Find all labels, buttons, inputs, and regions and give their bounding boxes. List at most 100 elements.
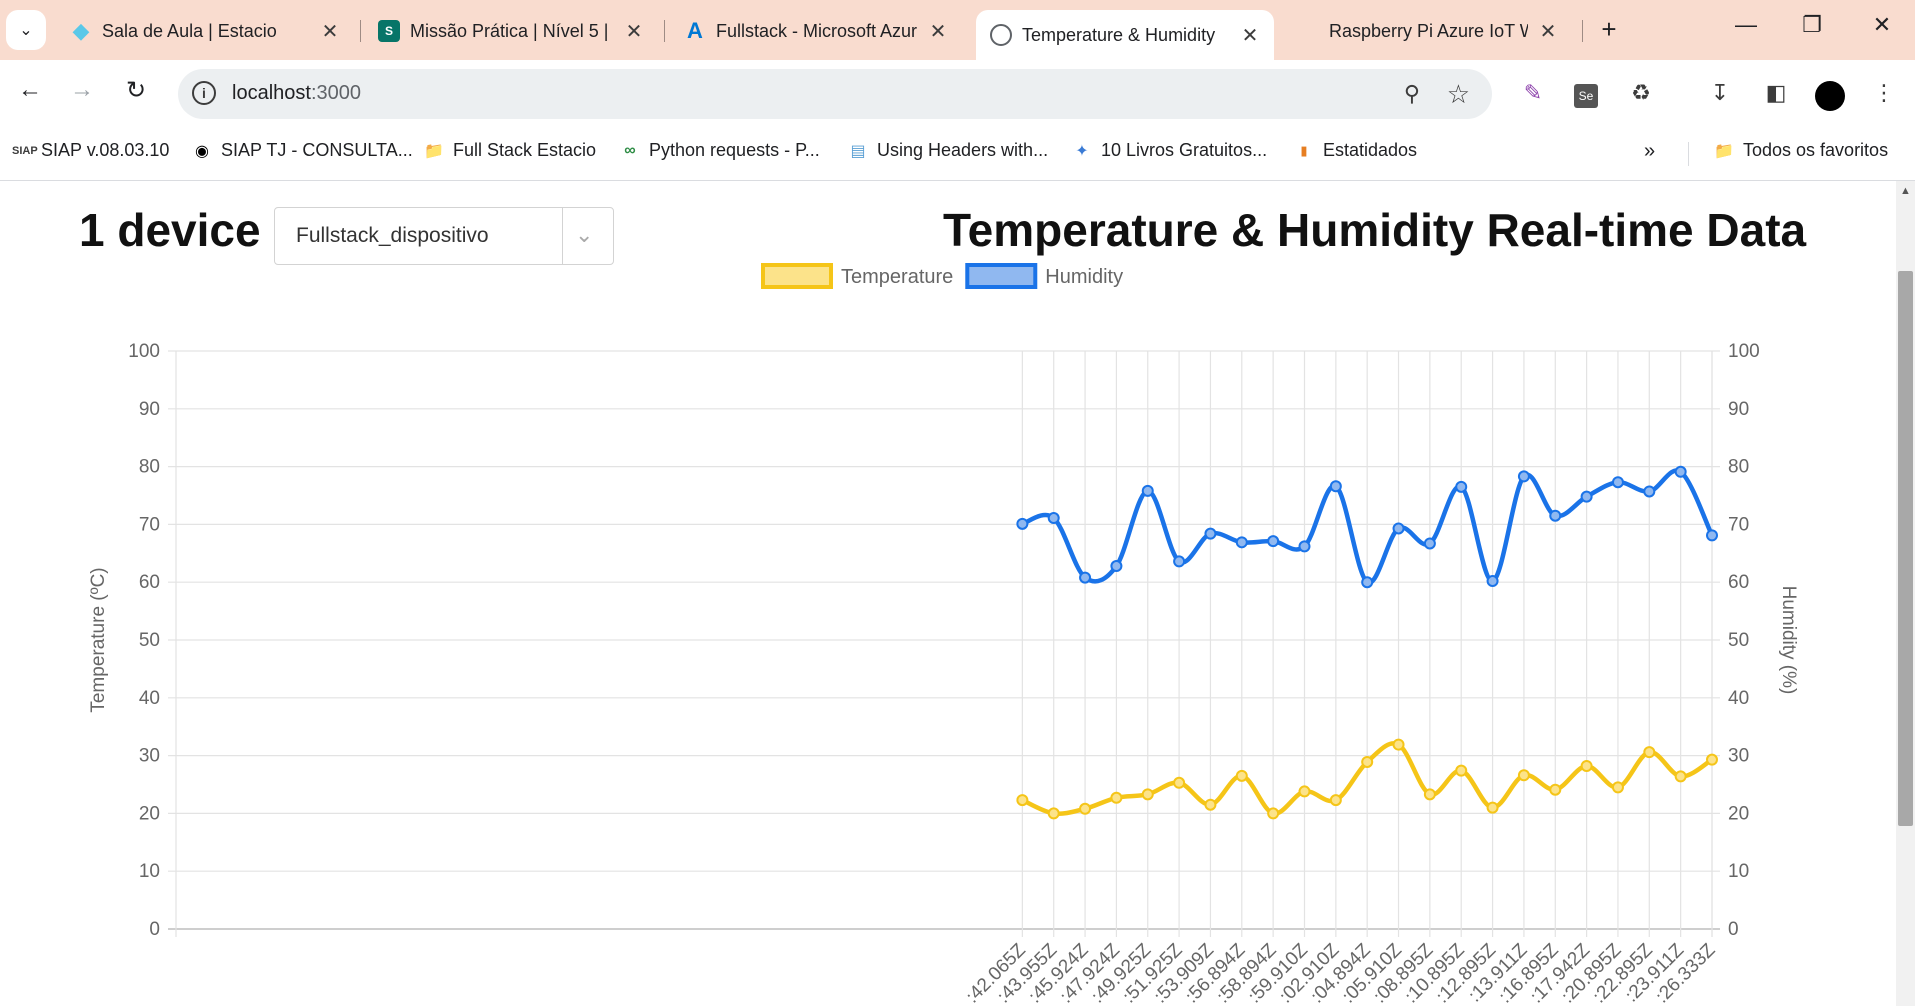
- data-point-temperature: [1549, 783, 1562, 796]
- bookmark-using-headers[interactable]: ▤ Using Headers with...: [848, 140, 1048, 161]
- data-point-temperature: [1110, 791, 1123, 804]
- tab-temperature-humidity[interactable]: Temperature & Humidity ✕: [976, 10, 1274, 60]
- download-icon[interactable]: ↧: [1710, 80, 1730, 105]
- scroll-up-icon[interactable]: ▲: [1900, 185, 1911, 197]
- tab-separator: [664, 20, 665, 42]
- data-point-humidity: [1047, 512, 1060, 525]
- data-point-temperature: [1235, 769, 1248, 782]
- tab-missao-pratica[interactable]: S Missão Prática | Nível 5 | ✕: [364, 10, 658, 52]
- bookmarks-bar: SIAP SIAP v.08.03.10 ◉ SIAP TJ - CONSULT…: [0, 128, 1915, 181]
- scrollbar-thumb[interactable]: [1898, 271, 1913, 826]
- profile-avatar[interactable]: [1815, 81, 1845, 111]
- page-title: Temperature & Humidity Real-time Data: [943, 204, 1807, 256]
- legend-label-humidity: Humidity: [1045, 266, 1123, 288]
- close-icon[interactable]: ✕: [1241, 24, 1259, 47]
- tab-sala-de-aula[interactable]: ◆ Sala de Aula | Estacio ✕: [56, 10, 354, 52]
- y-tick-left: 0: [149, 919, 160, 940]
- tab-title: Raspberry Pi Azure IoT W: [1329, 20, 1528, 41]
- y-tick-left: 80: [139, 457, 160, 478]
- y-tick-left: 60: [139, 572, 160, 593]
- close-icon[interactable]: ✕: [929, 20, 947, 43]
- data-point-humidity: [1580, 490, 1593, 503]
- bookmark-label: Todos os favoritos: [1743, 140, 1889, 160]
- data-point-humidity: [1455, 480, 1468, 493]
- close-icon[interactable]: ✕: [321, 20, 339, 43]
- tab-raspberry-pi[interactable]: Raspberry Pi Azure IoT W ✕: [1282, 10, 1572, 52]
- y-tick-right: 0: [1728, 919, 1739, 940]
- azure-icon: A: [687, 18, 703, 43]
- menu-kebab-icon[interactable]: ⋮: [1873, 80, 1895, 105]
- bookmark-python-requests[interactable]: ∞ Python requests - P...: [620, 140, 820, 161]
- select-divider: [562, 208, 563, 264]
- bookmark-10-livros[interactable]: ✦ 10 Livros Gratuitos...: [1072, 140, 1267, 161]
- data-point-humidity: [1706, 529, 1718, 542]
- minimize-icon[interactable]: —: [1735, 12, 1757, 37]
- pen-extension-icon[interactable]: ✎: [1523, 80, 1543, 105]
- y-axis-title-right: Humidity (%): [1778, 586, 1799, 695]
- back-icon[interactable]: ←: [18, 76, 42, 103]
- close-icon[interactable]: ✕: [625, 20, 643, 43]
- close-icon[interactable]: ✕: [1539, 20, 1557, 43]
- restore-icon[interactable]: ❐: [1802, 12, 1822, 37]
- site-info-icon[interactable]: i: [192, 81, 216, 105]
- reload-icon[interactable]: ↻: [125, 77, 147, 104]
- data-point-temperature: [1361, 755, 1374, 768]
- bookmark-estatidados[interactable]: ▮ Estatidados: [1294, 140, 1417, 161]
- more-bookmarks-icon[interactable]: »: [1644, 140, 1656, 162]
- data-point-temperature: [1047, 807, 1060, 820]
- bookmark-star-icon[interactable]: ☆: [1446, 79, 1470, 109]
- selenium-extension-icon[interactable]: Se: [1570, 80, 1602, 108]
- y-tick-right: 100: [1728, 341, 1760, 362]
- tab-search-icon[interactable]: ⌄: [6, 10, 46, 50]
- y-tick-right: 80: [1728, 457, 1749, 478]
- chevron-down-icon[interactable]: ⌄: [575, 222, 594, 247]
- data-point-temperature: [1643, 746, 1656, 759]
- tab-strip: ⌄ ◆ Sala de Aula | Estacio ✕ S Missão Pr…: [0, 0, 1915, 60]
- data-point-humidity: [1204, 527, 1217, 540]
- forward-icon[interactable]: →: [70, 76, 94, 103]
- tab-separator: [1582, 20, 1583, 42]
- data-point-temperature: [1517, 769, 1530, 782]
- folder-icon: 📁: [424, 142, 444, 160]
- bookmark-label: Python requests - P...: [649, 140, 820, 160]
- bookmark-all-favorites[interactable]: 📁 Todos os favoritos: [1714, 140, 1888, 161]
- data-point-temperature: [1141, 788, 1154, 801]
- data-point-humidity: [1674, 465, 1687, 478]
- bookmark-full-stack[interactable]: 📁 Full Stack Estacio: [424, 140, 596, 161]
- bookmark-siap-tj[interactable]: ◉ SIAP TJ - CONSULTA...: [192, 140, 413, 161]
- bookmark-label: Full Stack Estacio: [453, 140, 597, 160]
- y-tick-right: 70: [1728, 514, 1749, 535]
- y-axis-title-left: Temperature (ºC): [88, 567, 109, 712]
- globe-icon: [990, 24, 1012, 46]
- y-tick-right: 50: [1728, 630, 1749, 651]
- tab-title: Temperature & Humidity: [1022, 24, 1216, 45]
- url-text[interactable]: localhost:3000: [232, 82, 361, 105]
- side-panel-icon[interactable]: ◧: [1765, 80, 1787, 105]
- folder-icon: 📁: [1714, 142, 1734, 160]
- data-point-humidity: [1173, 555, 1186, 568]
- data-point-temperature: [1204, 798, 1217, 811]
- y-tick-left: 50: [139, 630, 160, 651]
- address-bar[interactable]: i localhost:3000 ⚲ ☆: [178, 69, 1492, 119]
- y-tick-left: 90: [139, 399, 160, 420]
- y-tick-right: 20: [1728, 803, 1749, 824]
- bookmark-label: Using Headers with...: [877, 140, 1049, 160]
- y-tick-right: 60: [1728, 572, 1749, 593]
- data-point-temperature: [1455, 764, 1468, 777]
- new-tab-icon[interactable]: +: [1601, 14, 1617, 44]
- device-select[interactable]: Fullstack_dispositivo ⌄: [274, 207, 614, 265]
- bookmark-siap[interactable]: SIAP SIAP v.08.03.10: [12, 140, 169, 161]
- y-tick-right: 40: [1728, 688, 1749, 709]
- y-tick-right: 10: [1728, 861, 1749, 882]
- tab-azure[interactable]: A Fullstack - Microsoft Azur ✕: [670, 10, 962, 52]
- extensions-puzzle-icon[interactable]: ♻: [1631, 80, 1651, 105]
- y-tick-left: 10: [139, 861, 160, 882]
- page-icon: ▤: [850, 142, 866, 160]
- data-point-humidity: [1643, 485, 1656, 498]
- data-point-temperature: [1173, 776, 1186, 789]
- window-close-icon[interactable]: ✕: [1872, 12, 1892, 37]
- geeks-icon: ∞: [624, 141, 636, 159]
- data-point-humidity: [1329, 480, 1342, 493]
- scrollbar[interactable]: ▲: [1896, 181, 1915, 1006]
- zoom-icon[interactable]: ⚲: [1403, 81, 1420, 106]
